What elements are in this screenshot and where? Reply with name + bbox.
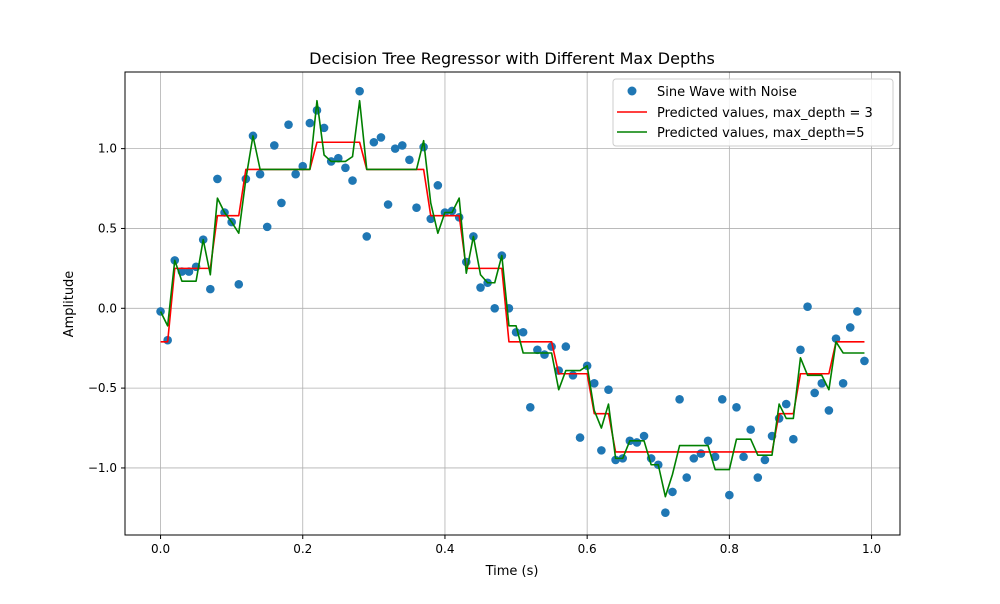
scatter-point: [561, 342, 571, 351]
grid: [125, 72, 900, 535]
scatter-point: [490, 303, 500, 313]
scatter-point: [305, 118, 315, 128]
x-tick-label: 0.0: [151, 542, 170, 556]
scatter-point: [760, 455, 770, 465]
y-tick-label: 0.5: [98, 221, 117, 235]
scatter-point: [845, 323, 855, 332]
scatter-point: [518, 327, 528, 337]
scatter-point: [284, 120, 293, 129]
scatter-point: [675, 394, 684, 404]
legend: Sine Wave with Noise Predicted values, m…: [612, 78, 894, 147]
chart-title: Decision Tree Regressor with Different M…: [309, 49, 715, 68]
scatter-point: [390, 144, 400, 153]
scatter-point: [270, 141, 279, 150]
scatter-point: [348, 176, 357, 185]
scatter-point: [739, 452, 748, 462]
scatter-point: [717, 394, 727, 404]
scatter-point: [426, 214, 436, 224]
scatter-point: [753, 473, 763, 482]
scatter-point: [341, 163, 350, 173]
scatter-point: [362, 232, 372, 241]
scatter-point: [682, 473, 691, 482]
scatter-point: [725, 490, 734, 500]
scatter-point: [746, 425, 755, 434]
scatter-point: [575, 433, 585, 442]
y-axis-label: Amplitude: [62, 271, 77, 338]
x-axis-label: Time (s): [485, 564, 539, 579]
scatter-point: [355, 86, 364, 96]
scatter-point: [383, 200, 393, 209]
scatter-point: [853, 307, 862, 316]
scatter-point: [376, 133, 386, 142]
axes-frame: [124, 71, 901, 536]
scatter-point: [860, 356, 869, 366]
y-tick-label: 0.0: [98, 301, 117, 315]
scatter-point: [433, 181, 443, 190]
scatter-point: [689, 454, 699, 463]
scatter-point: [291, 169, 300, 179]
scatter-point: [525, 402, 535, 412]
x-tick-label: 0.4: [435, 542, 454, 556]
plot-area: [156, 86, 869, 517]
scatter-point: [732, 402, 741, 412]
legend-label-scatter: Sine Wave with Noise: [657, 85, 797, 100]
scatter-point: [639, 431, 649, 441]
y-tick-label: −0.5: [88, 381, 117, 395]
legend-label-depth5: Predicted values, max_depth=5: [657, 126, 865, 141]
x-tick-label: 1.0: [862, 542, 881, 556]
series-line-max-depth-5: [159, 99, 865, 498]
y-tick-label: 1.0: [98, 142, 117, 156]
x-tick-label: 0.8: [720, 542, 739, 556]
scatter-point: [397, 141, 407, 150]
scatter-point: [540, 350, 549, 359]
axis-ticks: 0.0 0.2 0.4 0.6 0.8 1.0 −1.0 −0.5 0.0 0.5 1.0: [88, 142, 881, 556]
scatter-point: [703, 436, 713, 446]
scatter-point: [781, 399, 791, 409]
scatter-point: [568, 371, 578, 380]
scatter-point: [803, 302, 812, 311]
scatter-point: [632, 438, 642, 447]
scatter-point: [604, 385, 613, 395]
scatter-point: [810, 388, 819, 398]
scatter-point: [255, 169, 265, 179]
scatter-point: [710, 452, 720, 462]
legend-box: [612, 78, 894, 147]
scatter-point: [831, 334, 841, 343]
scatter-point: [796, 345, 805, 355]
scatter-point: [405, 155, 414, 165]
scatter-point: [789, 434, 798, 444]
scatter-point: [277, 198, 286, 208]
scatter-point: [412, 203, 421, 213]
scatter-point: [838, 379, 848, 388]
scatter-point: [184, 267, 194, 276]
x-tick-label: 0.2: [293, 542, 312, 556]
scatter-point: [206, 284, 215, 294]
scatter-point: [589, 379, 599, 388]
scatter-point: [597, 446, 606, 455]
scatter-point: [696, 449, 706, 458]
x-tick-label: 0.6: [578, 542, 597, 556]
scatter-point: [298, 161, 308, 171]
scatter-point: [334, 153, 343, 163]
scatter-point: [668, 487, 677, 497]
scatter-point: [369, 137, 379, 147]
y-tick-label: −1.0: [88, 461, 117, 475]
scatter-point: [234, 280, 244, 289]
legend-label-depth3: Predicted values, max_depth = 3: [657, 106, 873, 121]
legend-marker-scatter: [627, 86, 637, 96]
scatter-point: [262, 222, 272, 232]
scatter-point: [319, 123, 329, 133]
scatter-point: [476, 283, 485, 292]
scatter-point: [661, 508, 670, 517]
scatter-point: [533, 345, 542, 355]
scatter-point: [824, 406, 834, 415]
scatter-point: [213, 174, 222, 184]
